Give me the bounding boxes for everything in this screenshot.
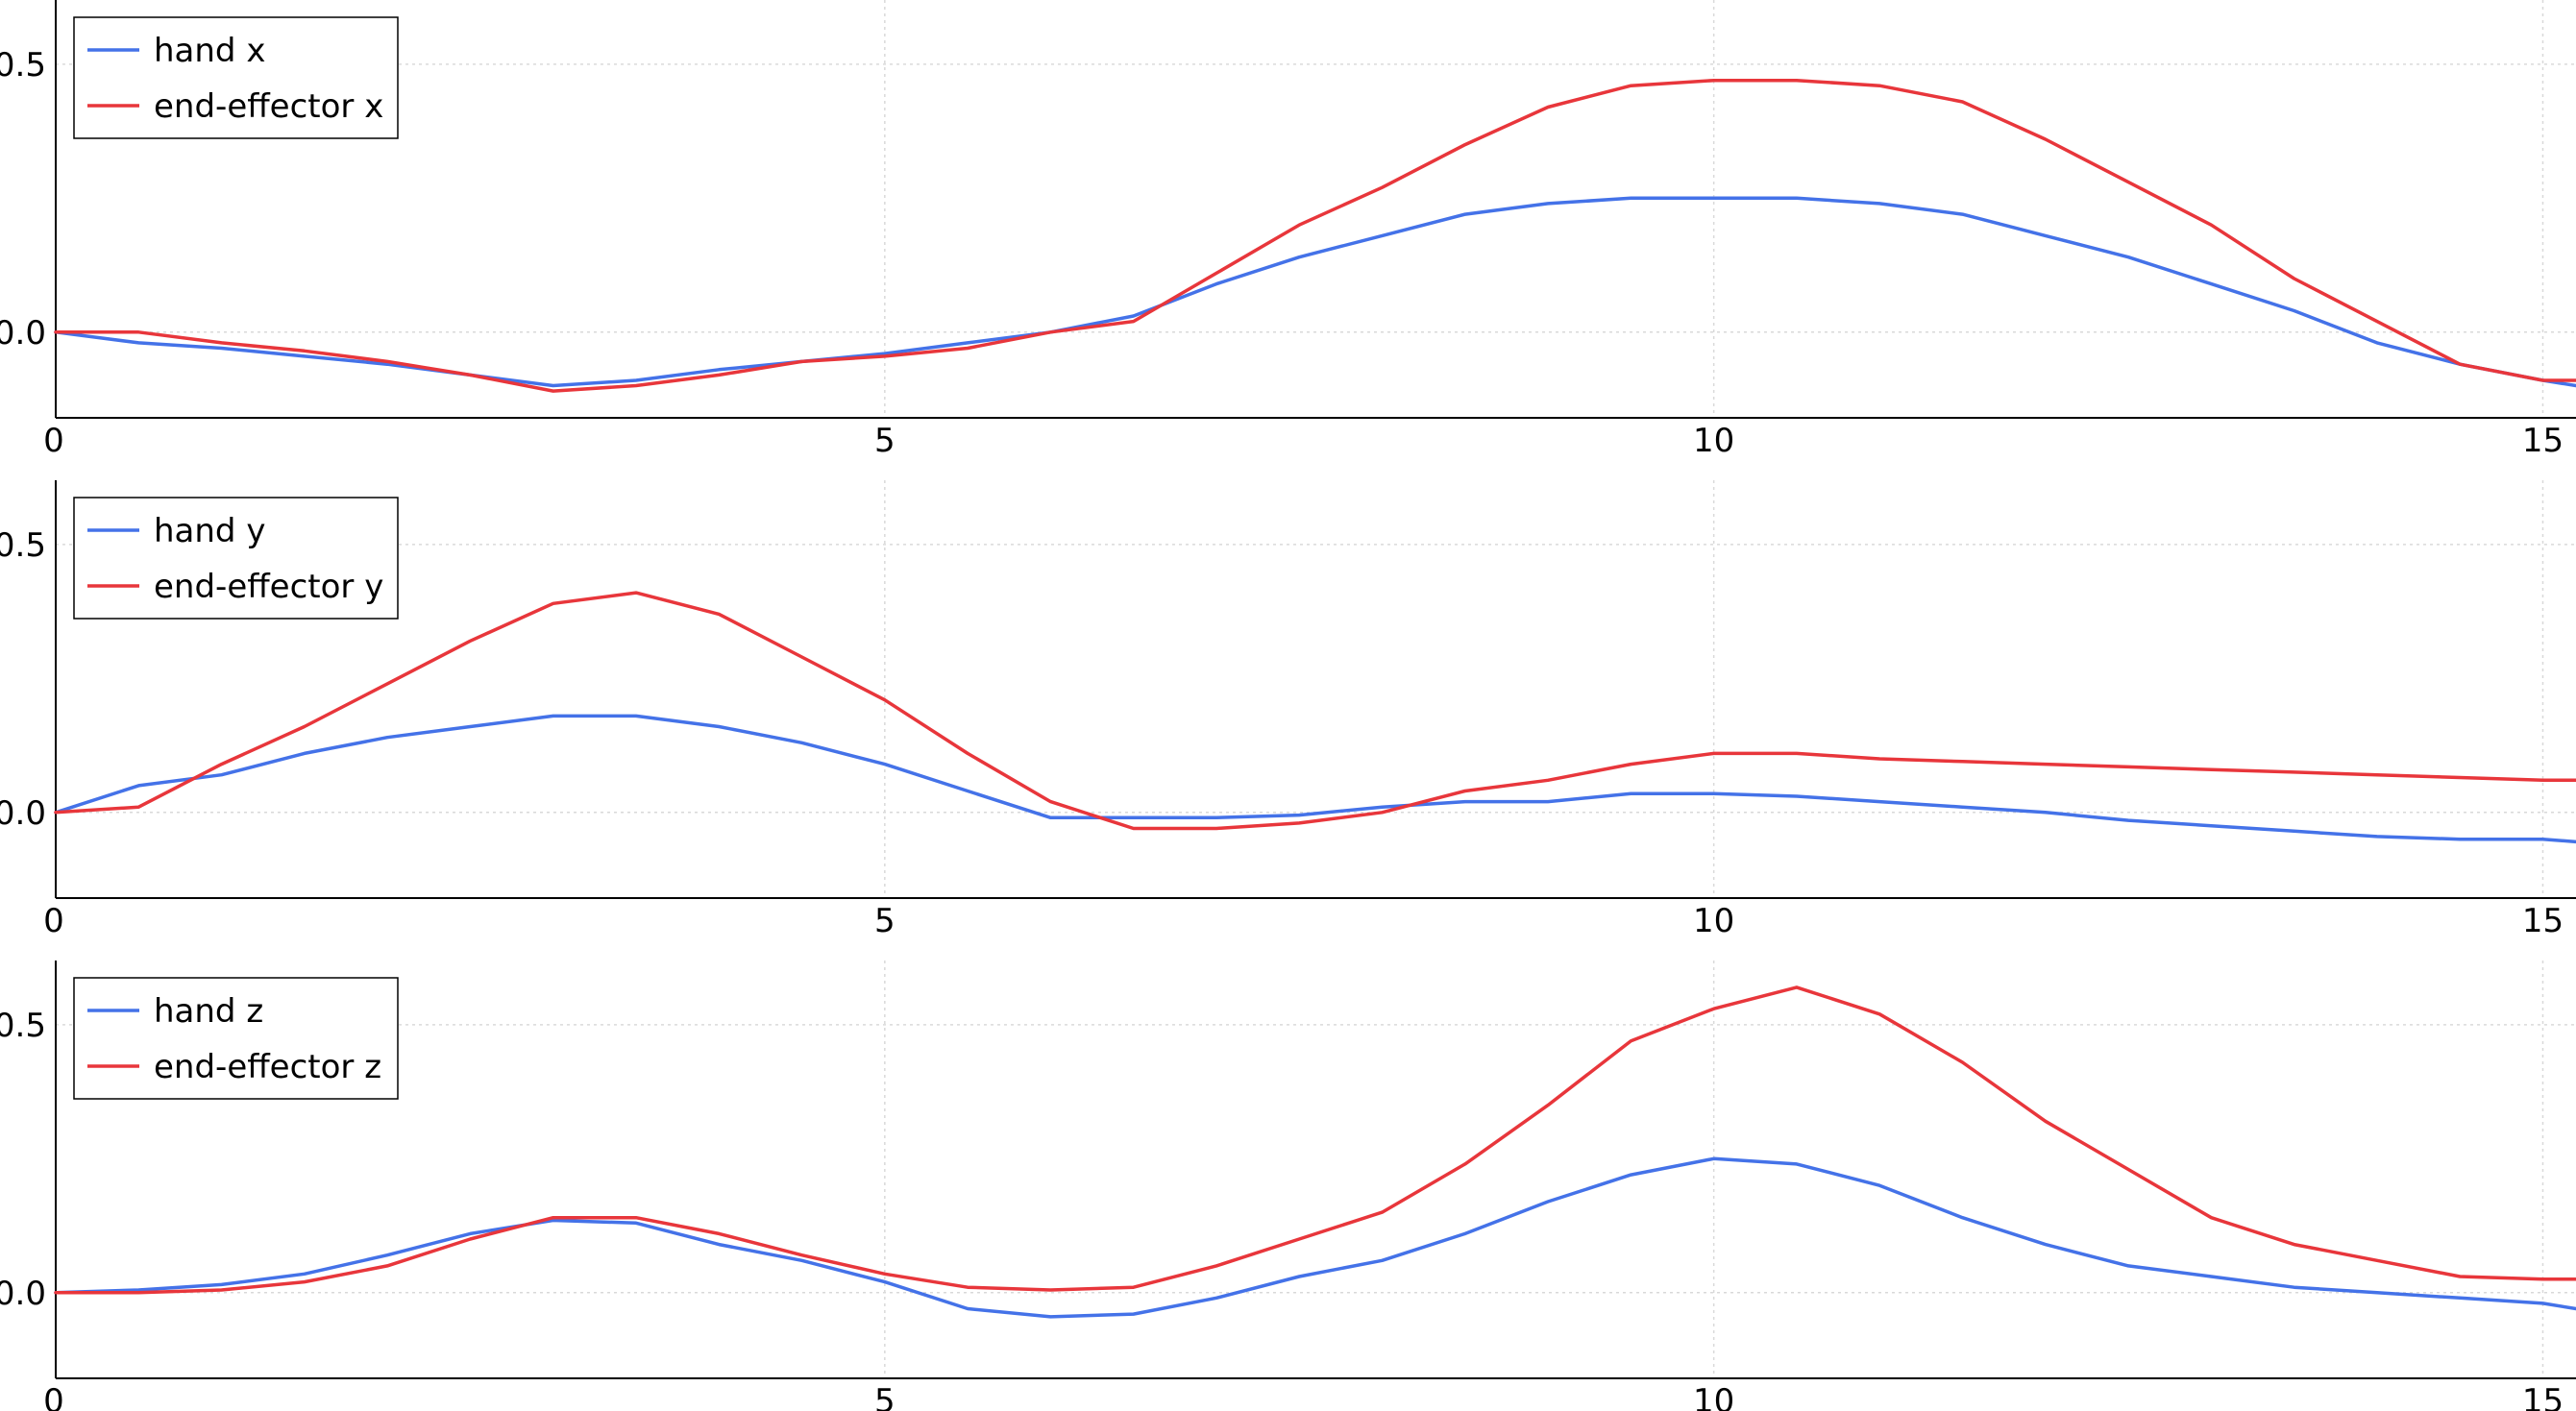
legend-label: end-effector z bbox=[154, 1048, 381, 1086]
x-tick-label: 10 bbox=[1693, 902, 1734, 940]
chart-panel-1: 0 5 10 15 0.0 0.5 hand x end-effector x bbox=[0, 0, 2576, 460]
x-tick-label: 0 bbox=[43, 1382, 64, 1411]
y-tick-label: 0.5 bbox=[0, 1007, 46, 1045]
x-tick-label: 15 bbox=[2522, 422, 2564, 460]
x-tick-label: 5 bbox=[874, 902, 895, 940]
legend: hand z end-effector z bbox=[73, 977, 399, 1100]
legend-label: end-effector x bbox=[154, 87, 383, 126]
x-tick-label: 0 bbox=[43, 422, 64, 460]
y-tick-label: 0.5 bbox=[0, 46, 46, 85]
series-line-hand bbox=[54, 196, 2576, 388]
y-tick-label: 0.5 bbox=[0, 526, 46, 565]
series-line-hand bbox=[54, 1156, 2576, 1319]
x-tick-label: 10 bbox=[1693, 1382, 1734, 1411]
y-tick-label: 0.0 bbox=[0, 1275, 46, 1313]
series-line-end-effector bbox=[54, 985, 2576, 1295]
series-line-end-effector bbox=[54, 591, 2576, 831]
legend: hand x end-effector x bbox=[73, 16, 399, 139]
legend-label: hand y bbox=[154, 512, 265, 550]
legend-box bbox=[73, 16, 399, 139]
x-tick-label: 15 bbox=[2522, 902, 2564, 940]
y-tick-label: 0.0 bbox=[0, 794, 46, 833]
x-tick-label: 10 bbox=[1693, 422, 1734, 460]
y-tick-label: 0.0 bbox=[0, 314, 46, 353]
x-tick-label: 0 bbox=[43, 902, 64, 940]
x-tick-label: 5 bbox=[874, 422, 895, 460]
legend-label: hand z bbox=[154, 992, 263, 1031]
series-line-end-effector bbox=[54, 78, 2576, 393]
chart-panel-3: 0 5 10 15 0.0 0.5 hand z end-effector z bbox=[0, 961, 2576, 1411]
chart-panel-2: 0 5 10 15 0.0 0.5 hand y end-effector y bbox=[0, 480, 2576, 940]
legend-label: end-effector y bbox=[154, 568, 383, 606]
x-tick-label: 15 bbox=[2522, 1382, 2564, 1411]
series-line-hand bbox=[54, 714, 2576, 844]
legend-box bbox=[73, 977, 399, 1100]
legend-box bbox=[73, 497, 399, 620]
x-tick-label: 5 bbox=[874, 1382, 895, 1411]
legend: hand y end-effector y bbox=[73, 497, 399, 620]
legend-label: hand x bbox=[154, 32, 265, 70]
